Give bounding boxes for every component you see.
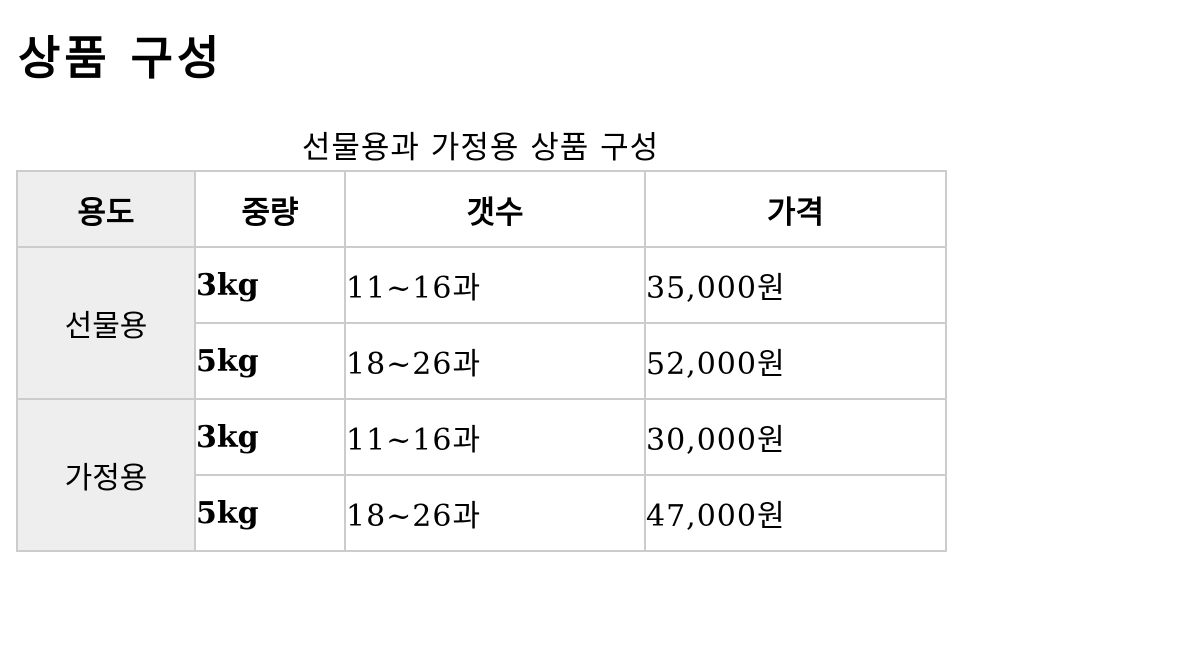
table-row: 가정용 3kg 11~16과 30,000원: [16, 398, 947, 552]
header-price: 가격: [644, 170, 947, 248]
header-weight: 중량: [194, 170, 346, 248]
weight-cell: 3kg: [194, 246, 346, 324]
count-cell: 18~26과: [344, 474, 646, 552]
product-table: 용도 중량 갯수 가격 선물용 3kg 11~16과 35,000원 5kg 1…: [16, 170, 947, 552]
count-cell: 11~16과: [344, 398, 646, 476]
price-cell: 30,000원: [644, 398, 947, 476]
price-cell: 47,000원: [644, 474, 947, 552]
count-cell: 11~16과: [344, 246, 646, 324]
header-usage: 용도: [16, 170, 196, 248]
price-cell: 35,000원: [644, 246, 947, 324]
table-row: 5kg 18~26과 47,000원: [17, 474, 947, 552]
weight-cell: 5kg: [194, 474, 346, 552]
page-title: 상품 구성: [18, 31, 224, 85]
table-caption: 선물용과 가정용 상품 구성: [301, 130, 660, 166]
weight-cell: 5kg: [194, 322, 346, 400]
count-cell: 18~26과: [344, 322, 646, 400]
table-row: 선물용 3kg 11~16과 35,000원: [16, 246, 947, 400]
header-count: 갯수: [344, 170, 646, 248]
price-cell: 52,000원: [644, 322, 947, 400]
table-header-row: 용도 중량 갯수 가격: [16, 170, 947, 248]
usage-cell-gift: 선물용: [16, 246, 196, 400]
weight-cell: 3kg: [194, 398, 346, 476]
usage-cell-home: 가정용: [16, 398, 196, 552]
table-row: 5kg 18~26과 52,000원: [17, 322, 947, 400]
